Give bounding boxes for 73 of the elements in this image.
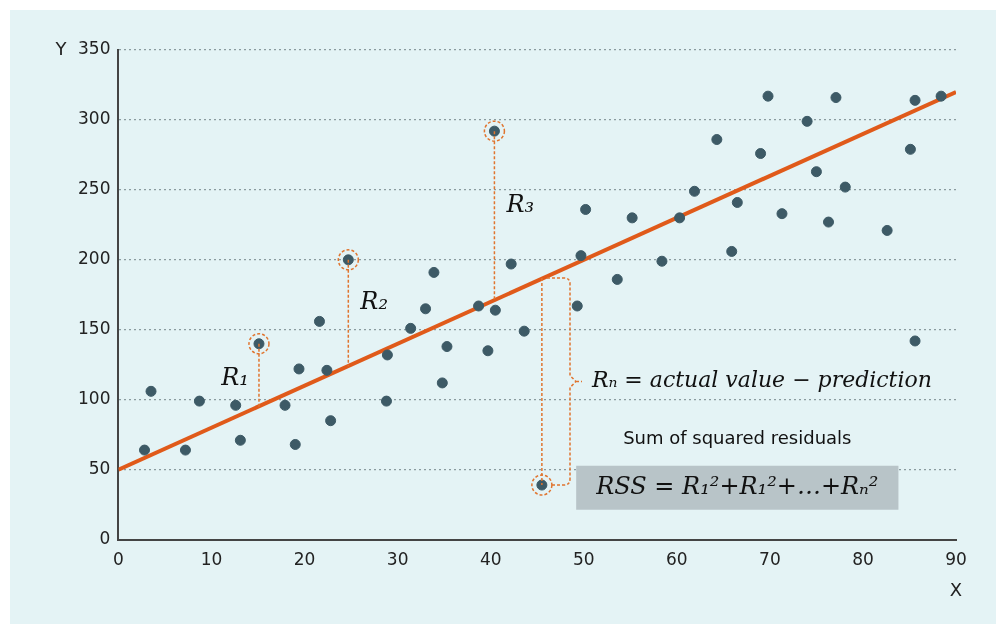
- point: [909, 335, 921, 347]
- y-tick-label: 100: [77, 388, 111, 409]
- point: [626, 212, 638, 224]
- point: [381, 349, 393, 361]
- point: [731, 196, 743, 208]
- point: [674, 212, 686, 224]
- point: [881, 224, 893, 236]
- point: [193, 395, 205, 407]
- point: [810, 166, 822, 178]
- point: [380, 395, 392, 407]
- point: [482, 345, 494, 357]
- annotation: Rₙ = actual value − prediction: [590, 367, 932, 393]
- point: [179, 444, 191, 456]
- x-axis-title: X: [949, 579, 963, 601]
- point: [689, 185, 700, 197]
- point: [801, 115, 813, 127]
- point: [755, 148, 767, 160]
- point: [909, 94, 921, 106]
- x-tick-label: 70: [759, 549, 781, 570]
- x-tick-label: 40: [479, 549, 502, 570]
- point: [656, 255, 668, 267]
- point: [575, 250, 587, 262]
- x-tick-label: 50: [572, 549, 595, 570]
- point: [145, 385, 157, 397]
- y-tick-label: 300: [77, 108, 111, 129]
- annotation: R₃: [505, 190, 535, 218]
- y-tick-label: 200: [77, 248, 111, 269]
- point: [904, 143, 916, 155]
- point: [139, 444, 151, 456]
- point: [428, 266, 440, 278]
- y-tick-label: 250: [77, 178, 111, 199]
- point: [473, 300, 485, 312]
- point: [726, 245, 738, 257]
- point: [839, 181, 851, 193]
- point: [436, 377, 448, 389]
- point: [321, 364, 333, 376]
- point: [325, 415, 337, 427]
- point: [441, 341, 453, 353]
- x-tick-label: 60: [666, 549, 688, 570]
- point: [505, 258, 517, 270]
- point: [580, 203, 592, 215]
- point: [830, 92, 842, 104]
- y-tick-label: 50: [88, 458, 111, 479]
- x-tick-label: 30: [386, 549, 409, 570]
- point: [293, 363, 305, 375]
- point: [289, 438, 301, 450]
- point: [230, 399, 242, 411]
- point: [711, 134, 723, 146]
- point: [420, 303, 432, 315]
- x-tick-label: 90: [945, 549, 967, 570]
- x-tick-label: 80: [852, 549, 874, 570]
- point: [489, 304, 501, 316]
- point: [776, 208, 788, 220]
- point: [823, 216, 835, 228]
- x-tick-label: 20: [293, 549, 316, 570]
- point: [234, 434, 246, 446]
- point: [405, 322, 417, 334]
- point: [279, 399, 291, 411]
- x-tick-label: 0: [113, 549, 124, 570]
- annotation: R₁: [220, 363, 249, 392]
- y-tick-label: 0: [99, 528, 111, 549]
- x-tick-label: 10: [200, 549, 223, 570]
- point: [935, 90, 947, 102]
- point: [611, 273, 623, 285]
- y-tick-label: 150: [77, 318, 111, 339]
- annotation: Sum of squared residuals: [623, 426, 852, 448]
- annotation: RSS = R₁²+R₁²+…+Rₙ²: [595, 472, 879, 501]
- y-axis-title: Y: [54, 37, 68, 59]
- annotation: R₂: [359, 287, 389, 316]
- point: [762, 90, 774, 102]
- y-tick-label: 350: [77, 38, 111, 59]
- point: [313, 315, 325, 327]
- point: [518, 325, 530, 337]
